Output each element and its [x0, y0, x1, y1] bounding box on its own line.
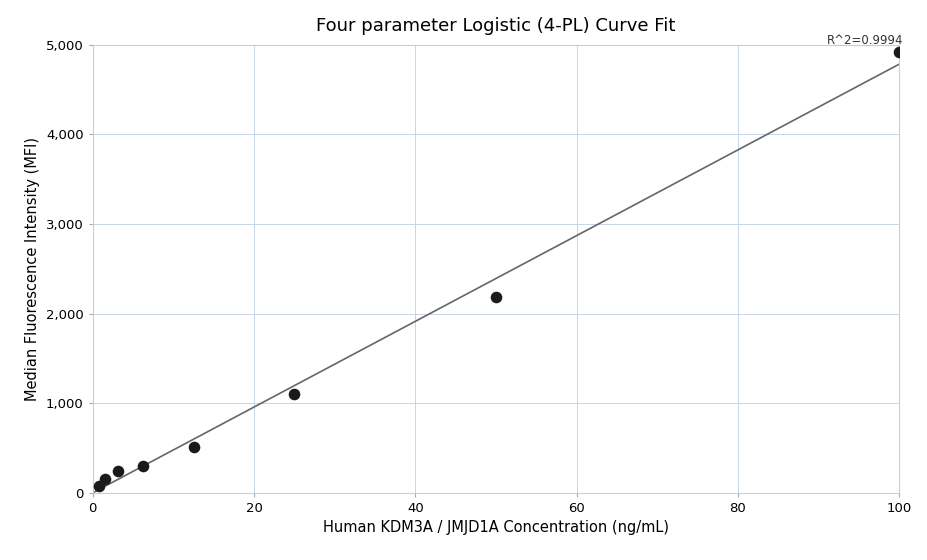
Point	[186, 442, 201, 451]
Point	[98, 474, 113, 483]
Point	[110, 466, 125, 475]
Point	[92, 482, 107, 491]
Point	[286, 390, 301, 399]
Y-axis label: Median Fluorescence Intensity (MFI): Median Fluorescence Intensity (MFI)	[25, 137, 41, 401]
Point	[892, 48, 907, 57]
Text: R^2=0.9994: R^2=0.9994	[827, 34, 904, 46]
Point	[135, 461, 150, 470]
X-axis label: Human KDM3A / JMJD1A Concentration (ng/mL): Human KDM3A / JMJD1A Concentration (ng/m…	[323, 520, 669, 535]
Point	[489, 293, 503, 302]
Title: Four parameter Logistic (4-PL) Curve Fit: Four parameter Logistic (4-PL) Curve Fit	[316, 17, 676, 35]
